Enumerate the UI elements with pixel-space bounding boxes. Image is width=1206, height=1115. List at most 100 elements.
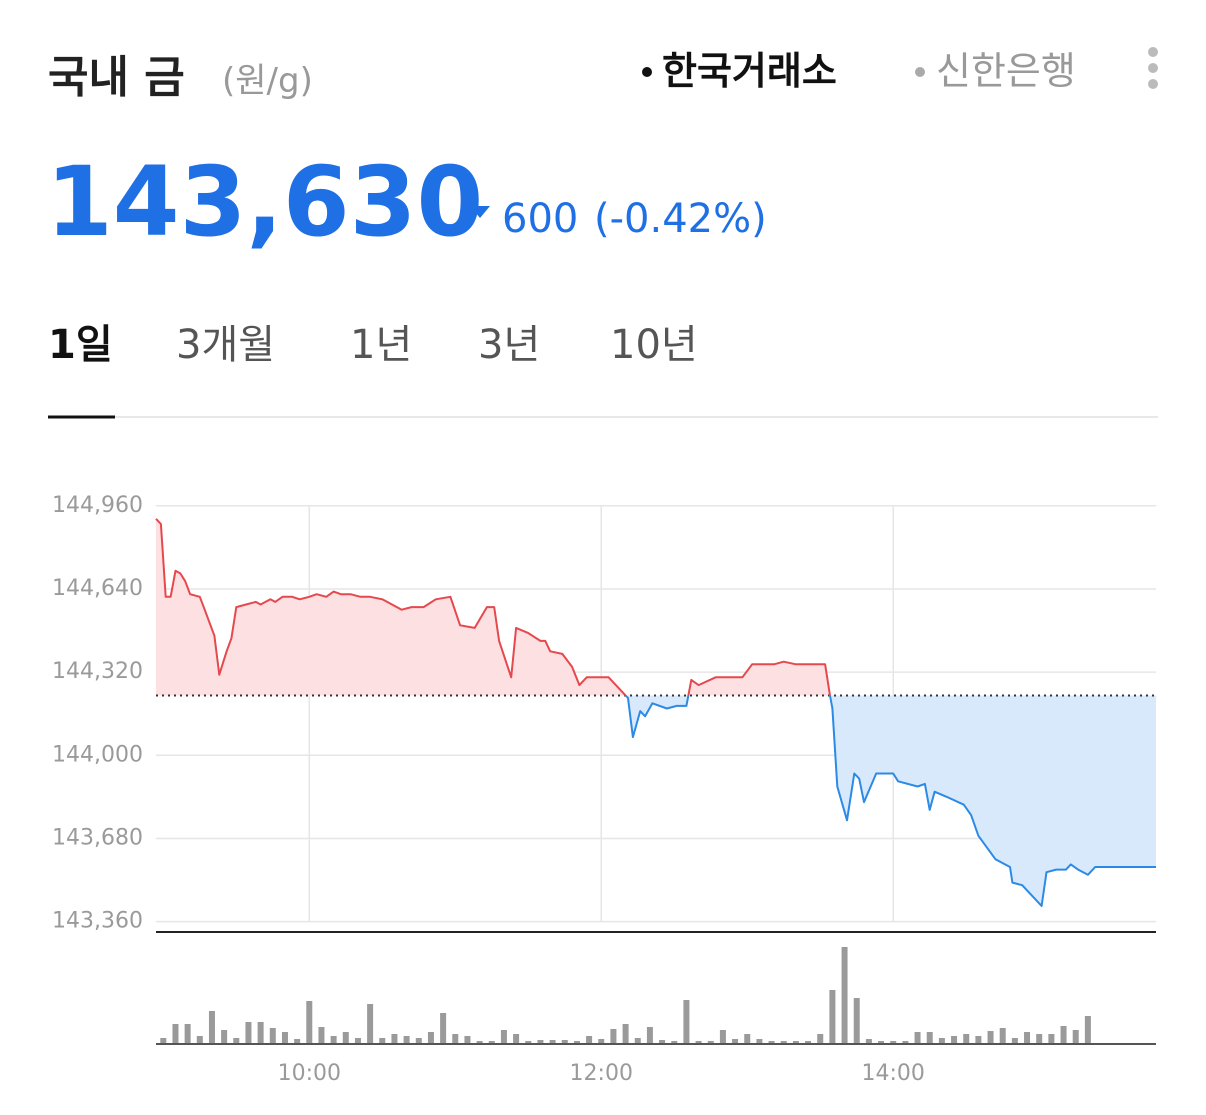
volume-bar [1036, 1034, 1043, 1044]
volume-bar [561, 1040, 568, 1044]
volume-bar [172, 1024, 179, 1044]
tab[interactable]: 1일 [48, 322, 113, 368]
volume-bar [683, 1000, 690, 1044]
volume-bar [768, 1041, 775, 1044]
volume-bar [233, 1038, 240, 1044]
volume-bar [659, 1040, 666, 1044]
volume-bar [367, 1004, 374, 1044]
volume-bar [622, 1024, 629, 1044]
volume-bar [184, 1024, 191, 1044]
volume-bar [975, 1036, 982, 1044]
volume-bar [598, 1039, 605, 1044]
source-bullet [915, 67, 925, 77]
tab[interactable]: 10년 [610, 322, 698, 368]
volume-bar [744, 1034, 751, 1044]
volume-bar [1048, 1034, 1055, 1044]
price: 143,630 [46, 146, 483, 258]
y-tick-label: 144,640 [52, 576, 143, 601]
volume-bar [1011, 1038, 1018, 1044]
volume-bar [829, 990, 836, 1044]
volume-bar [890, 1041, 897, 1044]
change: 600 [502, 196, 578, 242]
volume-bar [586, 1036, 593, 1044]
volume-bar [792, 1041, 799, 1044]
volume-bar [780, 1041, 787, 1044]
volume-bar [549, 1040, 556, 1044]
volume-bar [841, 947, 848, 1044]
volume-bar [914, 1032, 921, 1044]
volume-bar [488, 1041, 495, 1044]
volume-bar [415, 1038, 422, 1044]
volume-bar [221, 1030, 228, 1044]
volume-bar [853, 998, 860, 1044]
volume-bar [878, 1041, 885, 1044]
volume-bar [719, 1030, 726, 1044]
volume-bar [245, 1022, 252, 1044]
volume-bar [464, 1036, 471, 1044]
volume-bar [999, 1028, 1006, 1044]
volume-bar [318, 1027, 325, 1044]
y-tick-label: 144,960 [52, 493, 143, 518]
volume-bar [208, 1011, 215, 1044]
volume-bar [756, 1039, 763, 1044]
volume-bar [391, 1034, 398, 1044]
title: 국내 금 [48, 52, 185, 103]
volume-bar [671, 1041, 678, 1044]
volume-bar [500, 1030, 507, 1044]
source-bullet [642, 67, 652, 77]
volume-bar [732, 1039, 739, 1044]
volume-bar [452, 1034, 459, 1044]
volume-bar [354, 1038, 361, 1044]
volume-bar [573, 1041, 580, 1044]
volume-bar [440, 1013, 447, 1044]
volume-bar [1072, 1030, 1079, 1044]
volume-bar [379, 1038, 386, 1044]
volume-bar [817, 1034, 824, 1044]
volume-bar [926, 1032, 933, 1044]
volume-bar [1060, 1026, 1067, 1044]
y-tick-label: 144,320 [52, 659, 143, 684]
price-area [156, 518, 1156, 906]
volume-bar [330, 1036, 337, 1044]
volume-bar [805, 1041, 812, 1044]
tab[interactable]: 1년 [350, 322, 412, 368]
volume-bar [646, 1027, 653, 1044]
volume-bar [707, 1041, 714, 1044]
y-tick-label: 143,360 [52, 909, 143, 934]
volume-bar [987, 1031, 994, 1044]
volume-bar [963, 1034, 970, 1044]
volume-bar [196, 1036, 203, 1044]
volume-bar [476, 1041, 483, 1044]
menu-button[interactable] [1148, 47, 1158, 89]
volume-bar [257, 1022, 264, 1044]
x-tick-label: 10:00 [278, 1061, 341, 1086]
volume-bar [610, 1029, 617, 1044]
price-line [155, 518, 1156, 907]
unit: (원/g) [222, 61, 313, 101]
volume-bar [902, 1041, 909, 1044]
volume-bar [513, 1034, 520, 1044]
volume-bar [294, 1039, 301, 1044]
x-tick-label: 14:00 [862, 1061, 925, 1086]
volume-bar [160, 1038, 167, 1044]
volume-bar [938, 1038, 945, 1044]
volume-bar [525, 1041, 532, 1044]
source[interactable]: 한국거래소 [662, 49, 837, 93]
volume-bar [634, 1038, 641, 1044]
tab[interactable]: 3년 [478, 322, 540, 368]
volume-bar [281, 1032, 288, 1044]
volume-bar [427, 1032, 434, 1044]
x-tick-label: 12:00 [570, 1061, 633, 1086]
y-tick-label: 143,680 [52, 825, 143, 850]
volume-bar [1084, 1016, 1091, 1044]
source[interactable]: 신한은행 [936, 49, 1076, 93]
volume-bar [342, 1032, 349, 1044]
volume-bar [306, 1001, 313, 1044]
volume-bar [865, 1039, 872, 1044]
volume-bar [269, 1028, 276, 1044]
tab[interactable]: 3개월 [176, 322, 275, 368]
change-pct: (-0.42%) [594, 196, 767, 242]
down-arrow [470, 206, 490, 218]
